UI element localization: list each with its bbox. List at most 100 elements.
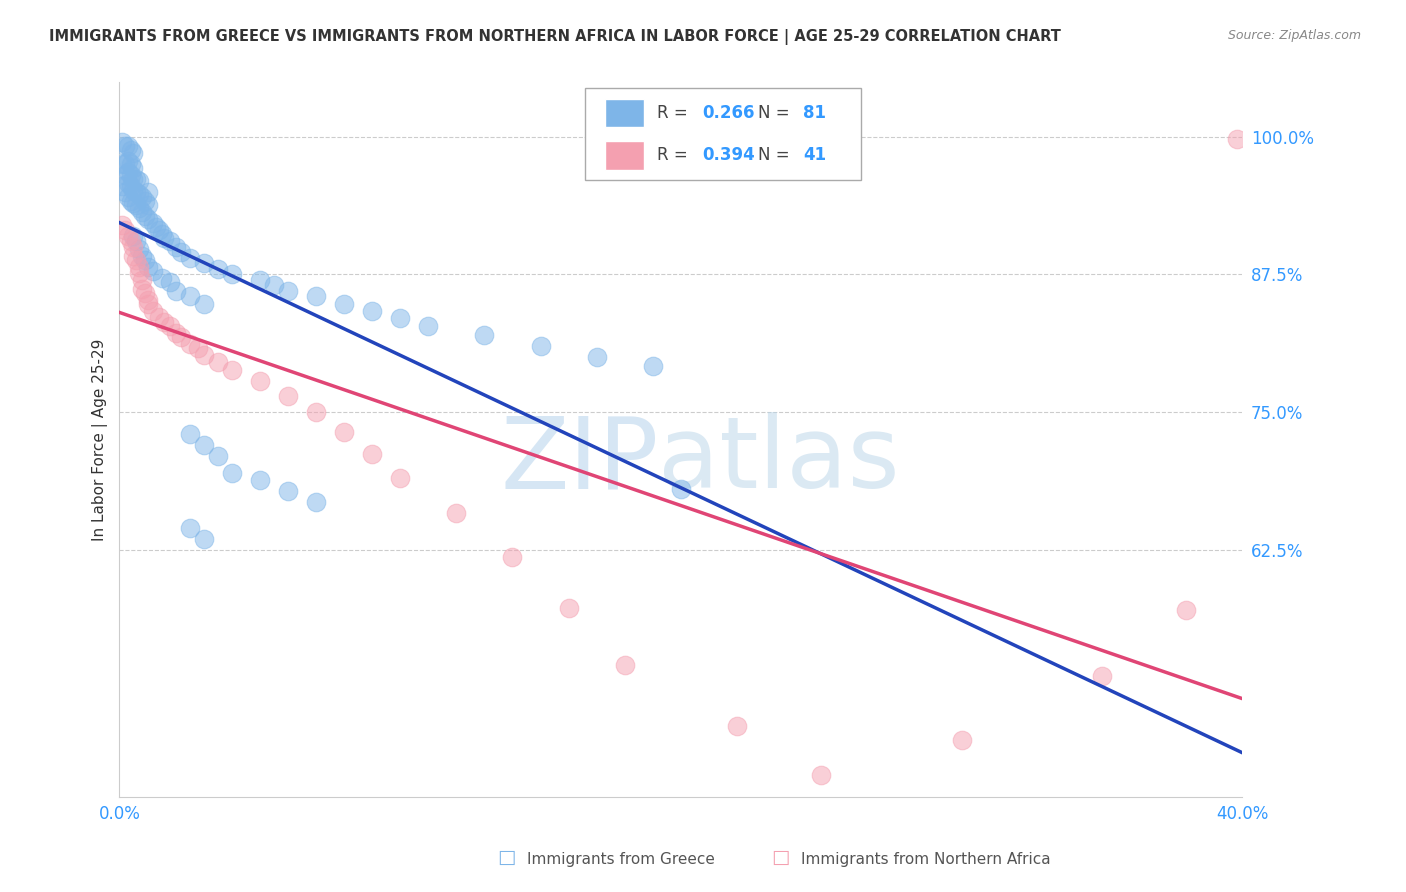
Point (361, 303, 384, 318)
Point (179, 520, 201, 534)
Point (277, 484, 299, 499)
Point (179, 427, 201, 442)
Point (131, 249, 153, 263)
Bar (605, 141, 644, 169)
Point (221, 363, 243, 377)
Point (529, 339, 551, 353)
Text: 0.266: 0.266 (702, 104, 755, 122)
Point (389, 311, 412, 326)
Point (111, 157, 134, 171)
Point (117, 154, 139, 169)
Point (179, 289, 201, 303)
Point (122, 196, 145, 211)
Point (114, 185, 136, 199)
Point (136, 293, 159, 307)
Point (120, 143, 142, 157)
Text: 0.394: 0.394 (702, 146, 755, 164)
Point (641, 359, 664, 373)
Point (446, 506, 468, 520)
Point (117, 138, 139, 153)
Point (111, 179, 134, 194)
Point (153, 315, 176, 329)
Point (134, 286, 156, 301)
Text: N =: N = (758, 104, 796, 122)
Point (474, 328, 496, 343)
Point (117, 176, 139, 190)
Point (1091, 669, 1114, 683)
Text: 41: 41 (803, 146, 827, 164)
Point (277, 388, 299, 402)
Point (122, 240, 145, 254)
Point (125, 171, 148, 186)
Point (128, 266, 150, 280)
Point (170, 245, 193, 260)
Point (125, 235, 148, 249)
Point (120, 179, 142, 194)
Point (114, 169, 136, 183)
Point (122, 146, 145, 161)
Point (131, 190, 153, 204)
Point (333, 425, 356, 439)
Point (193, 532, 215, 546)
Text: Source: ZipAtlas.com: Source: ZipAtlas.com (1227, 29, 1361, 43)
Point (120, 157, 142, 171)
Point (249, 273, 271, 287)
Point (159, 235, 181, 249)
Point (114, 223, 136, 237)
Point (193, 348, 215, 362)
Point (125, 185, 148, 199)
Point (128, 242, 150, 256)
Text: Immigrants from Greece: Immigrants from Greece (527, 852, 716, 867)
Point (148, 223, 170, 237)
Point (142, 303, 165, 318)
Text: Immigrants from Northern Africa: Immigrants from Northern Africa (801, 852, 1052, 867)
Point (179, 336, 201, 351)
Point (131, 282, 153, 296)
Point (136, 198, 159, 212)
Point (170, 330, 193, 344)
Text: □: □ (770, 848, 790, 867)
Point (128, 202, 150, 216)
Point (120, 194, 142, 208)
Point (153, 231, 176, 245)
Point (207, 262, 229, 277)
Point (950, 733, 973, 747)
Point (193, 438, 215, 452)
Point (207, 449, 229, 463)
Point (305, 405, 328, 419)
Text: IMMIGRANTS FROM GREECE VS IMMIGRANTS FROM NORTHERN AFRICA IN LABOR FORCE | AGE 2: IMMIGRANTS FROM GREECE VS IMMIGRANTS FRO… (49, 29, 1062, 45)
Point (111, 218, 134, 232)
Point (585, 350, 607, 364)
Point (122, 229, 145, 244)
Point (165, 284, 187, 298)
Point (221, 466, 243, 480)
Point (187, 341, 209, 355)
Point (114, 138, 136, 153)
Point (142, 216, 165, 230)
Point (136, 297, 159, 311)
Point (249, 473, 271, 487)
Text: R =: R = (658, 104, 693, 122)
Point (134, 194, 156, 208)
Point (136, 212, 159, 227)
Point (193, 297, 215, 311)
Point (128, 187, 150, 202)
Point (148, 310, 170, 325)
Point (263, 278, 285, 293)
Point (145, 220, 167, 235)
Point (128, 260, 150, 274)
Point (221, 268, 243, 282)
Point (117, 165, 139, 179)
Point (159, 319, 181, 334)
Point (305, 289, 328, 303)
Point (150, 227, 173, 241)
Point (131, 273, 153, 287)
Point (810, 768, 832, 782)
Point (1175, 603, 1198, 617)
Point (277, 284, 299, 298)
Point (131, 204, 153, 219)
Bar (605, 99, 644, 128)
Point (120, 235, 142, 249)
Point (128, 174, 150, 188)
Point (179, 251, 201, 265)
